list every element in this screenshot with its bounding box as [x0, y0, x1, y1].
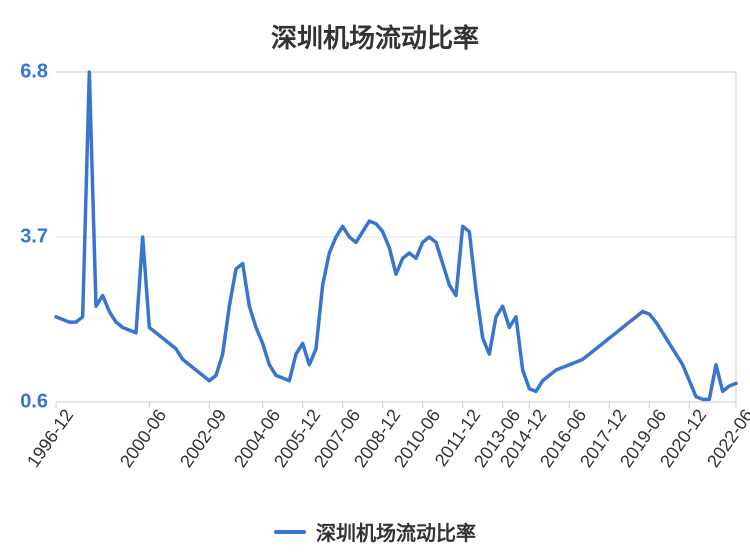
- chart-container: 深圳机场流动比率 0.63.76.81996-122000-062002-092…: [0, 0, 750, 558]
- legend-label-0: 深圳机场流动比率: [316, 517, 476, 546]
- series-line: [56, 72, 736, 399]
- chart-title: 深圳机场流动比率: [0, 0, 750, 55]
- plot-area: 0.63.76.81996-122000-062002-092004-06200…: [56, 72, 736, 402]
- chart-legend: 深圳机场流动比率: [0, 517, 750, 546]
- y-tick-label: 6.8: [20, 61, 56, 84]
- legend-swatch-0: [274, 530, 306, 534]
- y-tick-label: 3.7: [20, 226, 56, 249]
- plot-svg: [56, 72, 736, 402]
- x-tick-label: 2000-06: [111, 402, 171, 472]
- x-tick-label: 2022-06: [698, 402, 750, 472]
- legend-item-0: 深圳机场流动比率: [274, 517, 476, 546]
- x-tick-label: 2002-09: [171, 402, 231, 472]
